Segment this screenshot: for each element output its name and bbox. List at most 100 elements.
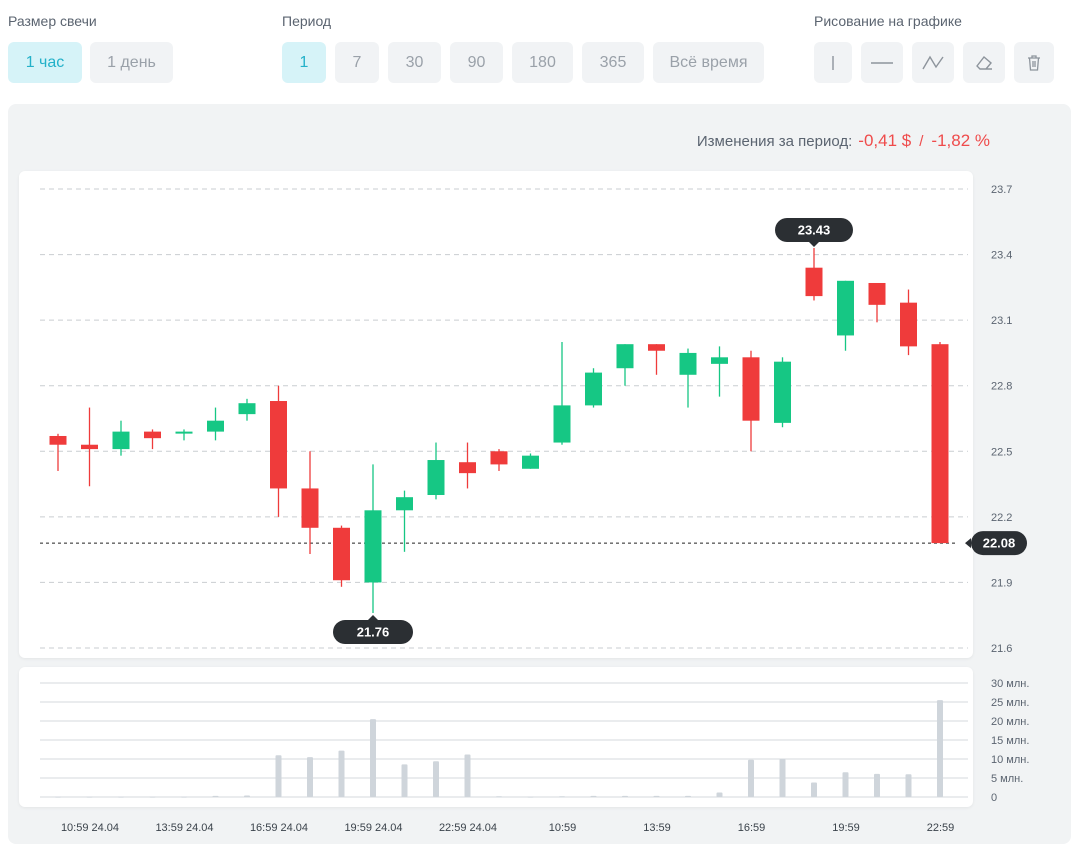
volume-bar[interactable] [716,792,723,797]
period-7-button[interactable]: 7 [335,42,379,83]
volume-bar[interactable] [779,759,786,797]
volume-bar[interactable] [118,796,124,798]
volume-y-tick-label: 25 млн. [991,697,1029,709]
candle[interactable] [837,280,854,351]
volume-bar[interactable] [622,795,628,797]
candle-body [553,405,571,443]
current-price-label: 22.08 [965,531,1027,556]
candle[interactable] [522,453,539,469]
price-y-tick-label: 21.9 [991,577,1012,589]
volume-bar[interactable] [464,754,471,797]
candle[interactable] [711,346,728,397]
volume-bar[interactable] [874,773,880,797]
candle[interactable] [742,350,760,452]
x-tick-label: 19:59 24.04 [344,822,402,834]
candle[interactable] [364,464,382,614]
price-y-tick-label: 23.1 [991,315,1012,327]
candle[interactable] [459,442,476,489]
trash-tool-button[interactable] [1014,42,1054,83]
candle[interactable] [900,289,917,356]
volume-bar[interactable] [653,795,660,797]
candle[interactable] [396,490,413,552]
price-y-tick-label: 23.4 [991,250,1012,262]
x-tick-label: 13:59 [643,822,671,834]
volume-bar[interactable] [842,772,849,797]
volume-bar[interactable] [905,774,912,797]
vertical-line-tool-button[interactable] [814,42,852,83]
candle[interactable] [207,407,224,441]
candle[interactable] [175,429,193,441]
price-y-tick-label: 23.7 [991,184,1012,196]
volume-bar[interactable] [212,795,219,797]
min-price-label-bg [333,620,413,645]
volume-bar[interactable] [937,700,943,797]
volume-bar[interactable] [433,761,439,797]
x-tick-label: 19:59 [832,822,860,834]
candle[interactable] [616,344,634,386]
candle-body [868,282,886,305]
price-y-axis: 21.6 21.9 22.2 22.5 22.8 23.1 23.4 23.7 [991,184,1012,655]
candle[interactable] [427,442,445,500]
candle[interactable] [805,248,823,301]
volume-bar[interactable] [590,795,597,797]
eraser-tool-button[interactable] [963,42,1005,83]
candle-body [900,302,917,347]
candle[interactable] [270,385,287,517]
candle[interactable] [49,433,67,471]
volume-bar[interactable] [496,796,502,798]
volume-bar[interactable] [527,796,534,798]
candle[interactable] [868,282,886,323]
volume-bar[interactable] [748,759,754,797]
candle[interactable] [931,342,949,544]
candle[interactable] [301,451,319,555]
period-all-time-button[interactable]: Всё время [653,42,764,83]
candle[interactable] [679,348,697,408]
volume-y-tick-label: 0 [991,792,997,804]
volume-bar[interactable] [559,796,565,798]
candle[interactable] [81,407,98,487]
volume-bars [55,700,943,798]
volume-bar[interactable] [338,750,345,797]
price-y-tick-label: 22.8 [991,381,1012,393]
volume-bar[interactable] [685,795,691,797]
volume-bar[interactable] [401,764,408,797]
candle-size-1d-button[interactable]: 1 день [90,42,173,83]
period-365-button[interactable]: 365 [582,42,644,83]
period-change-abs: -0,41 $ [858,131,912,150]
volume-bar[interactable] [244,795,250,797]
candle-size-1h-button[interactable]: 1 час [8,42,82,83]
price-y-tick-label: 22.2 [991,512,1012,524]
candle-body [207,420,224,432]
volume-bar[interactable] [370,719,376,797]
candle-body [805,267,823,297]
period-30-button[interactable]: 30 [388,42,441,83]
candle[interactable] [144,429,161,450]
volume-bar[interactable] [181,796,187,798]
candle[interactable] [238,398,256,421]
volume-bar[interactable] [86,796,93,798]
period-90-button[interactable]: 90 [450,42,503,83]
candle[interactable] [333,525,350,587]
candle-body [742,357,760,421]
period-180-button[interactable]: 180 [512,42,573,83]
candle[interactable] [112,420,130,456]
candle[interactable] [490,449,508,471]
chart-annotations: 23.43 21.76 22.08 [333,218,1027,645]
period-group: Период 1 7 30 90 180 365 Всё время [282,13,764,83]
volume-bar[interactable] [307,757,313,797]
horizontal-line-tool-button[interactable] [861,42,903,83]
candle[interactable] [648,344,665,375]
candle[interactable] [774,357,791,428]
candle[interactable] [585,368,602,408]
volume-bar[interactable] [811,782,817,797]
volume-bar[interactable] [275,755,282,797]
candle-body [427,460,445,495]
candle[interactable] [553,342,571,445]
candle-body [837,280,854,336]
volume-bar[interactable] [149,796,156,798]
volume-bar[interactable] [55,796,61,798]
trend-line-tool-button[interactable] [912,42,954,83]
price-gridlines [40,188,968,649]
period-1-button[interactable]: 1 [282,42,326,83]
